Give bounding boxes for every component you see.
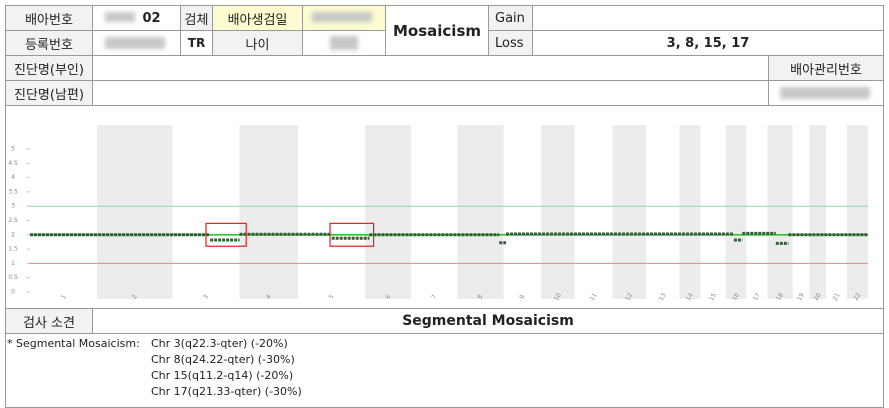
label: 검사 소견 <box>5 308 93 334</box>
x-tick-label: 8 <box>476 293 484 300</box>
x-tick-label: 9 <box>518 293 526 300</box>
chromosome-band <box>612 125 646 299</box>
label: Loss <box>488 30 533 56</box>
x-tick-label: 16 <box>731 292 741 302</box>
result: Mosaicism <box>385 5 489 56</box>
chromosome-band <box>725 125 747 299</box>
y-tick-label: 2.5 <box>8 217 18 224</box>
x-tick-label: 6 <box>384 293 392 300</box>
chromosome-band <box>847 125 868 299</box>
y-tick-label: 1.5 <box>8 246 18 253</box>
highlight-box <box>205 222 247 247</box>
note: Chr 17(q21.33-qter) (-30%) <box>151 385 302 398</box>
chromosome-band <box>679 125 701 299</box>
redacted <box>312 12 372 22</box>
finding: Segmental Mosaicism <box>92 308 884 334</box>
chromosome-band <box>457 125 504 299</box>
chromosome-band <box>365 125 412 299</box>
x-tick-label: 10 <box>553 292 563 302</box>
x-tick-label: 21 <box>832 292 842 302</box>
x-tick-label: 19 <box>796 292 806 302</box>
y-tick-label: 0 <box>11 289 15 296</box>
y-tick-label: 2 <box>11 231 15 238</box>
y-tick-label: 5 <box>11 146 15 153</box>
label: Gain <box>488 5 533 31</box>
x-tick-label: 15 <box>708 292 718 302</box>
x-tick-label: 5 <box>328 293 336 300</box>
x-tick-label: 7 <box>430 293 438 300</box>
x-tick-label: 1 <box>60 293 68 300</box>
x-tick-label: 22 <box>853 292 863 302</box>
redacted <box>105 37 165 49</box>
x-tick-label: 4 <box>265 293 273 300</box>
x-tick-label: 18 <box>775 292 785 302</box>
x-tick-label: 11 <box>589 292 599 302</box>
note: Chr 15(q11.2-q14) (-20%) <box>151 369 294 382</box>
x-tick-label: 17 <box>752 292 762 302</box>
chromosome-band <box>239 125 299 299</box>
note: Chr 8(q24.22-qter) (-30%) <box>151 353 295 366</box>
label: 등록번호 <box>5 30 93 56</box>
label: 배아생검일 <box>212 5 303 31</box>
y-tick-label: 1 <box>11 260 15 267</box>
redacted <box>330 36 358 50</box>
value: TR <box>180 30 213 56</box>
x-tick-label: 12 <box>624 292 634 302</box>
note: Chr 3(q22.3-qter) (-20%) <box>151 337 288 350</box>
value: 3, 8, 15, 17 <box>532 30 884 56</box>
label: 진단명(남편) <box>5 80 93 106</box>
y-tick-label: 4 <box>11 174 15 181</box>
value <box>92 55 769 81</box>
chart: 1 2 3 4 5 6 7 8 9 10 11 12 13 14 15 16 17 18 19 20 21 2200.51… <box>8 125 868 302</box>
redacted <box>780 87 870 99</box>
chromosome-band <box>541 125 575 299</box>
value <box>532 5 884 31</box>
label: 검체 <box>180 5 213 31</box>
x-tick-label: 2 <box>131 293 139 300</box>
chromosome-band <box>97 125 173 299</box>
x-tick-label: 20 <box>813 292 823 302</box>
label: 나이 <box>212 30 303 56</box>
x-tick-label: 3 <box>202 293 210 300</box>
y-tick-label: 3.5 <box>8 188 18 195</box>
redacted <box>105 12 135 22</box>
label: 배아번호 <box>5 5 93 31</box>
highlight-box <box>329 222 375 247</box>
chromosome-band <box>767 125 793 299</box>
label: 배아관리번호 <box>768 55 884 81</box>
label: 진단명(부인) <box>5 55 93 81</box>
note: * Segmental Mosaicism: <box>7 337 140 350</box>
y-tick-label: 3 <box>11 203 15 210</box>
x-tick-label: 14 <box>685 292 695 302</box>
y-tick-label: 4.5 <box>8 160 18 167</box>
value <box>92 80 769 106</box>
y-tick-label: 0.5 <box>8 274 18 281</box>
chromosome-band <box>809 125 827 299</box>
x-tick-label: 13 <box>658 292 668 302</box>
